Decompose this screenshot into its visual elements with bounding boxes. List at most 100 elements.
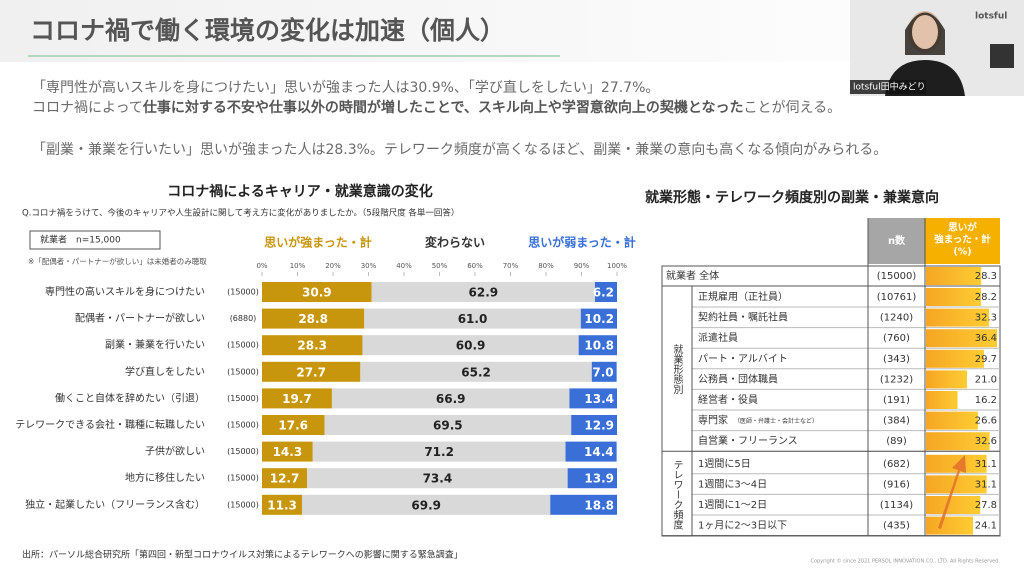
bar-segment xyxy=(331,388,570,409)
value-bar xyxy=(926,432,990,451)
summary-bold: 仕事に対する不安や仕事以外の時間が増したことで、スキル向上や学習意欲向上の契機と… xyxy=(142,99,744,116)
n-value: (1240) xyxy=(880,313,913,324)
presenter-name: lotsful田中みどり xyxy=(853,81,926,93)
bar-segment xyxy=(371,282,595,302)
row-label: 専門家 xyxy=(698,414,728,427)
value-label: 7.0 xyxy=(592,365,613,379)
copyright: Copyright © since 2021 PERSOL INNOVATION… xyxy=(810,558,1000,565)
n-value: (15000) xyxy=(877,271,917,282)
value-label: 13.9 xyxy=(584,472,614,486)
value-label: 6.2 xyxy=(593,286,614,300)
qr xyxy=(990,44,1014,68)
category-label: 独立・起業したい（フリーランス含む） xyxy=(25,498,205,511)
value-label: 30.9 xyxy=(302,286,332,300)
header-value xyxy=(925,218,1000,264)
bar-segment xyxy=(262,282,372,302)
x-tick-label: 50% xyxy=(432,262,448,270)
note: ※「配偶者・パートナーが欲しい」は未婚者のみ聴取 xyxy=(28,256,207,266)
row-label: 自営業・フリーランス xyxy=(698,434,798,447)
bar-segment xyxy=(565,441,617,462)
n-value: (343) xyxy=(883,354,910,365)
x-tick-label: 60% xyxy=(467,262,483,270)
x-tick-label: 100% xyxy=(607,262,627,270)
bar-segment xyxy=(302,494,551,515)
category-label: 地方に移住したい xyxy=(125,471,205,484)
bar-segment xyxy=(262,361,361,382)
bar-segment xyxy=(571,415,617,435)
slide-title: コロナ禍で働く環境の変化は加速（個人） xyxy=(30,16,505,45)
x-tick-label: 90% xyxy=(574,262,590,270)
value-label: 31.1 xyxy=(975,459,997,470)
row-label: 1週間に3～4日 xyxy=(698,478,767,490)
value-label: 29.7 xyxy=(975,354,997,365)
category-label: 副業・兼業を行いたい xyxy=(105,338,205,351)
value-label: 66.9 xyxy=(436,392,466,406)
category-label: テレワークできる会社・職種に転職したい xyxy=(15,418,205,431)
source: 出所：パーソル総合研究所「第四回・新型コロナウイルス対策によるテレワークへの影響… xyxy=(22,549,463,561)
value-label: 18.8 xyxy=(584,498,614,512)
value-bar xyxy=(926,370,967,389)
n-value: (1134) xyxy=(880,500,913,511)
n-value: (1232) xyxy=(880,374,913,385)
group-label: テレワーク頻度 xyxy=(671,460,683,531)
bar-segment xyxy=(324,415,572,435)
x-tick-label: 30% xyxy=(361,262,377,270)
row-label: 公務員・団体職員 xyxy=(698,372,778,385)
bar-segment xyxy=(580,308,617,329)
category-label: 学び直しをしたい xyxy=(125,365,205,378)
value-label: 71.2 xyxy=(424,445,454,459)
category-label: 配偶者・パートナーが欲しい xyxy=(75,312,205,325)
row-label: パート・アルバイト xyxy=(698,353,788,365)
value-label: 28.2 xyxy=(975,292,997,303)
bar-segment xyxy=(364,308,581,329)
value-label: 27.8 xyxy=(975,500,997,511)
row-label: 1週間に5日 xyxy=(698,458,751,470)
row-label: 就業者 全体 xyxy=(666,269,719,282)
header-label: (%) xyxy=(953,247,971,258)
value-label: 61.0 xyxy=(458,312,488,326)
bar-segment xyxy=(362,335,579,356)
value-label: 73.4 xyxy=(423,472,453,486)
n-value: (89) xyxy=(886,436,907,447)
x-tick-label: 0% xyxy=(256,262,267,270)
bar-segment xyxy=(262,441,313,462)
n-value: (10761) xyxy=(877,292,917,303)
summary-text: ことが伺える。 xyxy=(744,100,842,116)
value-label: 12.9 xyxy=(584,419,614,433)
value-bar xyxy=(926,288,982,306)
value-label: 10.8 xyxy=(584,339,614,353)
chart-title: コロナ禍によるキャリア・就業意識の変化 xyxy=(167,183,433,200)
n-label: (15000) xyxy=(227,367,259,376)
value-label: 11.3 xyxy=(267,498,297,512)
value-label: 28.8 xyxy=(298,312,328,326)
value-label: 69.5 xyxy=(433,419,463,433)
bar-segment xyxy=(262,468,308,489)
value-label: 27.7 xyxy=(296,365,326,379)
bar-segment xyxy=(262,388,332,409)
x-tick-label: 40% xyxy=(396,262,412,270)
row-label: 派遣社員 xyxy=(698,331,738,344)
value-label: 60.9 xyxy=(456,339,486,353)
n-value: (191) xyxy=(883,395,910,406)
bar-segment xyxy=(262,308,365,329)
summary-line: 「副業・兼業を行いたい」思いが強まった人は28.3%。テレワーク頻度が高くなるほ… xyxy=(32,141,887,158)
webcam: lotsful lotsful田中みどり xyxy=(850,0,1024,96)
category-label: 働くこと自体を辞めたい（引退） xyxy=(55,391,205,404)
legend-label: 思いが弱まった・計 xyxy=(528,235,636,250)
summary-line: コロナ禍によって仕事に対する不安や仕事以外の時間が増したことで、スキル向上や学習… xyxy=(32,99,841,116)
value-label: 16.2 xyxy=(975,395,997,406)
value-bar xyxy=(926,516,974,535)
bar-segment xyxy=(307,468,568,489)
bar-segment xyxy=(591,361,617,382)
logo: lotsful xyxy=(975,12,1007,22)
n-value: (435) xyxy=(883,521,910,532)
value-label: 62.9 xyxy=(469,286,499,300)
bar-segment xyxy=(360,361,592,382)
legend-label: 変わらない xyxy=(425,235,485,250)
name-tag xyxy=(850,80,926,94)
table-title: 就業形態・テレワーク頻度別の副業・兼業意向 xyxy=(645,189,939,206)
bar-segment xyxy=(567,468,617,489)
n-label: (15000) xyxy=(227,394,259,403)
bar-segment xyxy=(262,335,363,356)
